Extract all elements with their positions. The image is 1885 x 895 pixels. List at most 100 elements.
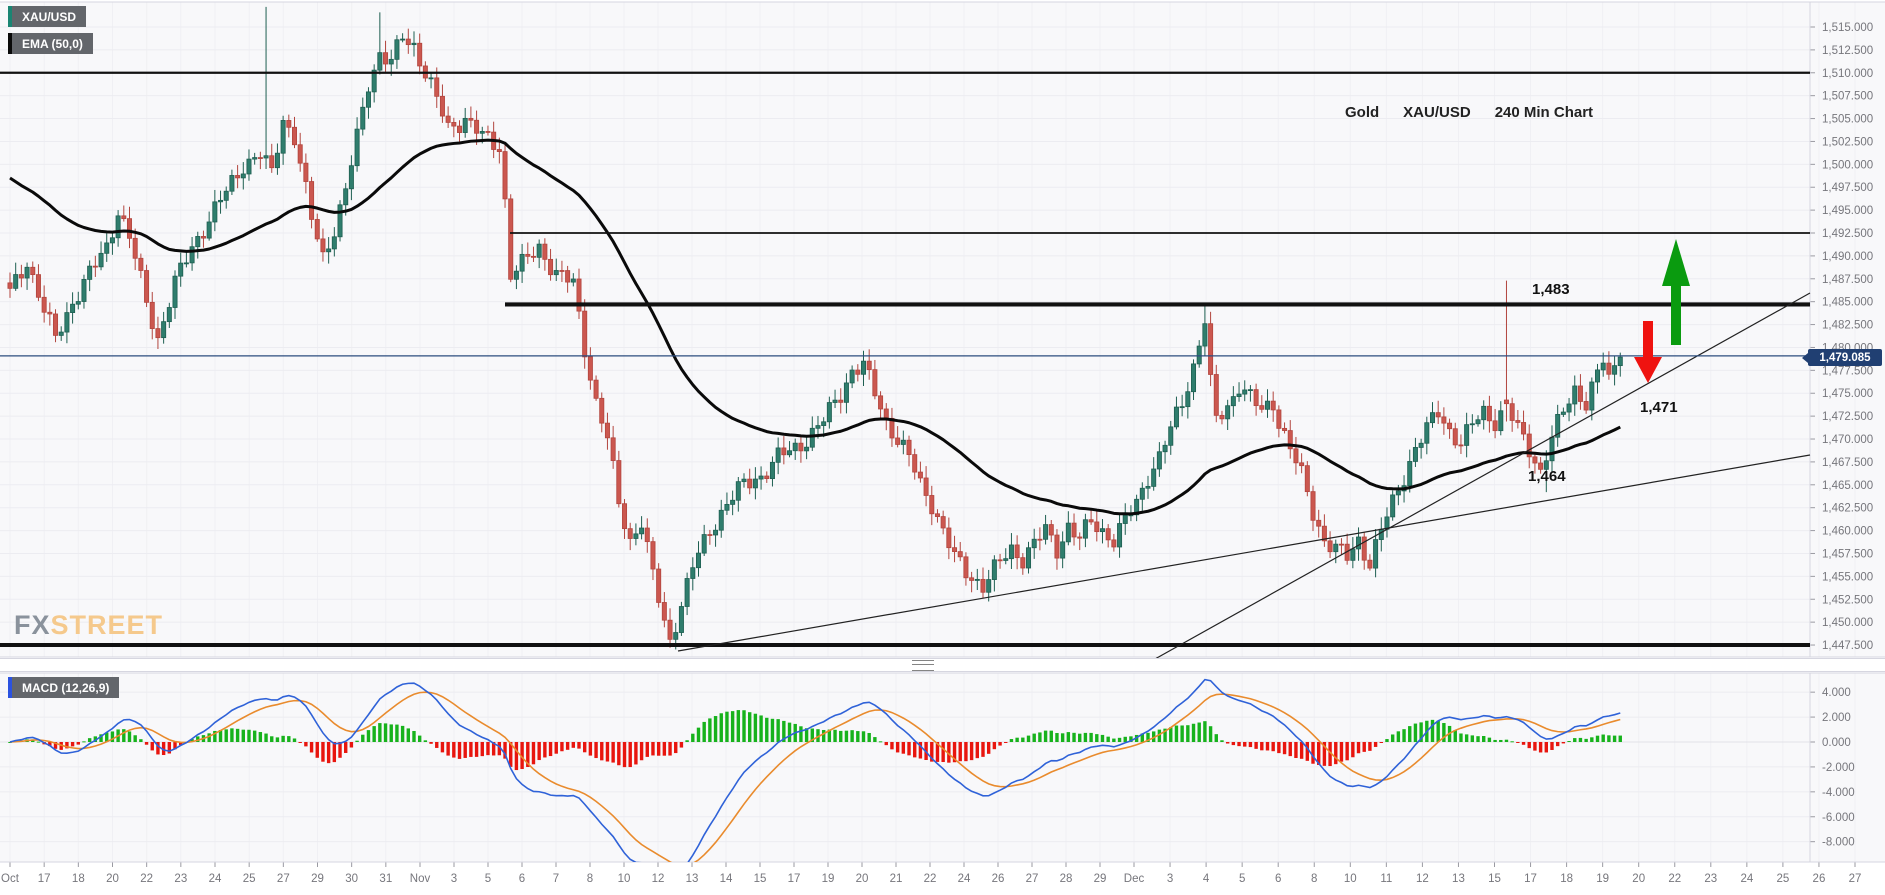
title-instrument: Gold — [1345, 104, 1380, 121]
up-arrow-drawing[interactable] — [1662, 239, 1690, 345]
svg-text:1,460.000: 1,460.000 — [1822, 526, 1873, 538]
svg-text:22: 22 — [140, 873, 153, 885]
macd-badge[interactable]: MACD (12,26,9) — [8, 677, 120, 698]
svg-text:11: 11 — [1380, 873, 1392, 885]
svg-text:8: 8 — [587, 873, 593, 885]
svg-text:24: 24 — [1740, 873, 1753, 885]
svg-text:1,467.500: 1,467.500 — [1822, 457, 1873, 469]
svg-text:27: 27 — [277, 873, 290, 885]
svg-text:1,515.000: 1,515.000 — [1822, 22, 1873, 34]
symbol-badge[interactable]: XAU/USD — [8, 6, 87, 27]
vertical-gridlines — [9, 2, 1856, 862]
svg-text:19: 19 — [822, 873, 835, 885]
svg-text:29: 29 — [311, 873, 324, 885]
price-axis[interactable] — [1810, 0, 1885, 862]
svg-text:1,482.500: 1,482.500 — [1822, 320, 1873, 332]
svg-text:1,495.000: 1,495.000 — [1822, 205, 1873, 217]
time-axis-labels: Oct 17 18 20 22 23 24 25 27 29 30 31 Nov 3 5 6 7 8 10 12 13 1… — [1, 862, 1861, 885]
svg-text:22: 22 — [924, 873, 937, 885]
fxstreet-watermark: FXSTREET — [14, 612, 163, 639]
svg-text:6: 6 — [1275, 873, 1281, 885]
svg-text:26: 26 — [1813, 873, 1826, 885]
current-price-value: 1,479.085 — [1819, 351, 1871, 364]
svg-text:1,447.500: 1,447.500 — [1822, 640, 1873, 652]
svg-text:20: 20 — [1632, 873, 1645, 885]
ema-line — [9, 138, 1621, 516]
svg-text:1,475.000: 1,475.000 — [1822, 388, 1873, 400]
trendlines — [677, 292, 1811, 660]
svg-text:15: 15 — [1488, 873, 1501, 885]
svg-text:Dec: Dec — [1124, 873, 1145, 885]
svg-text:Oct: Oct — [1, 873, 20, 885]
title-symbol: XAU/USD — [1403, 104, 1471, 121]
svg-text:18: 18 — [1560, 873, 1573, 885]
macd-signal-line — [9, 691, 1621, 862]
svg-text:20: 20 — [106, 873, 119, 885]
ema-badge-stripe — [8, 33, 12, 54]
svg-text:10: 10 — [618, 873, 631, 885]
svg-text:1,490.000: 1,490.000 — [1822, 251, 1873, 263]
symbol-badge-label: XAU/USD — [22, 9, 77, 24]
annotation-resistance[interactable]: 1,483 — [1532, 281, 1570, 298]
svg-text:-4.000: -4.000 — [1822, 787, 1855, 799]
svg-text:13: 13 — [1452, 873, 1465, 885]
svg-text:1,452.500: 1,452.500 — [1822, 594, 1873, 606]
time-axis[interactable] — [0, 863, 1885, 895]
svg-text:1,472.500: 1,472.500 — [1822, 411, 1873, 423]
down-arrow-drawing[interactable] — [1634, 321, 1662, 383]
svg-text:5: 5 — [485, 873, 491, 885]
svg-text:30: 30 — [345, 873, 358, 885]
svg-text:21: 21 — [890, 873, 903, 885]
macd-plot-area[interactable] — [0, 673, 1810, 862]
svg-text:18: 18 — [72, 873, 85, 885]
price-plot-area[interactable] — [0, 2, 1810, 657]
macd-badge-stripe — [8, 677, 12, 698]
symbol-badge-stripe — [8, 6, 12, 27]
svg-text:1,470.000: 1,470.000 — [1822, 434, 1873, 446]
ema-badge[interactable]: EMA (50,0) — [8, 33, 93, 54]
svg-text:12: 12 — [652, 873, 665, 885]
svg-text:17: 17 — [38, 873, 51, 885]
svg-text:1,497.500: 1,497.500 — [1822, 182, 1873, 194]
annotation-trendline[interactable]: 1,464 — [1528, 468, 1566, 485]
svg-text:1,510.000: 1,510.000 — [1822, 68, 1873, 80]
svg-text:14: 14 — [720, 873, 733, 885]
svg-text:8: 8 — [1311, 873, 1317, 885]
svg-text:27: 27 — [1026, 873, 1039, 885]
svg-text:15: 15 — [754, 873, 767, 885]
svg-text:25: 25 — [243, 873, 256, 885]
svg-text:13: 13 — [686, 873, 699, 885]
svg-text:4: 4 — [1203, 873, 1210, 885]
svg-text:25: 25 — [1777, 873, 1790, 885]
support-resistance-lines — [0, 71, 1810, 648]
svg-text:29: 29 — [1094, 873, 1107, 885]
svg-text:27: 27 — [1849, 873, 1862, 885]
svg-text:17: 17 — [788, 873, 801, 885]
svg-text:1,457.500: 1,457.500 — [1822, 548, 1873, 560]
svg-text:23: 23 — [1704, 873, 1717, 885]
svg-text:4.000: 4.000 — [1822, 687, 1851, 699]
divider-grip-icon[interactable] — [911, 659, 934, 671]
price-tag-notch — [1802, 353, 1808, 363]
svg-text:1,450.000: 1,450.000 — [1822, 617, 1873, 629]
svg-text:1,477.500: 1,477.500 — [1822, 365, 1873, 377]
svg-text:1,462.500: 1,462.500 — [1822, 503, 1873, 515]
svg-text:1,455.000: 1,455.000 — [1822, 571, 1873, 583]
svg-text:-8.000: -8.000 — [1822, 837, 1855, 849]
svg-text:23: 23 — [174, 873, 187, 885]
macd-badge-label: MACD (12,26,9) — [22, 680, 110, 695]
svg-text:1,502.500: 1,502.500 — [1822, 136, 1873, 148]
svg-text:17: 17 — [1524, 873, 1537, 885]
watermark-fx: FX — [14, 610, 51, 640]
svg-text:31: 31 — [379, 873, 392, 885]
svg-text:3: 3 — [451, 873, 457, 885]
svg-text:19: 19 — [1596, 873, 1609, 885]
svg-text:1,465.000: 1,465.000 — [1822, 480, 1873, 492]
chart-title: Gold XAU/USD 240 Min Chart — [1345, 104, 1593, 121]
annotation-ema-value[interactable]: 1,471 — [1640, 399, 1678, 416]
svg-text:1,505.000: 1,505.000 — [1822, 114, 1873, 126]
title-timeframe: 240 Min Chart — [1494, 104, 1594, 121]
svg-text:24: 24 — [958, 873, 971, 885]
